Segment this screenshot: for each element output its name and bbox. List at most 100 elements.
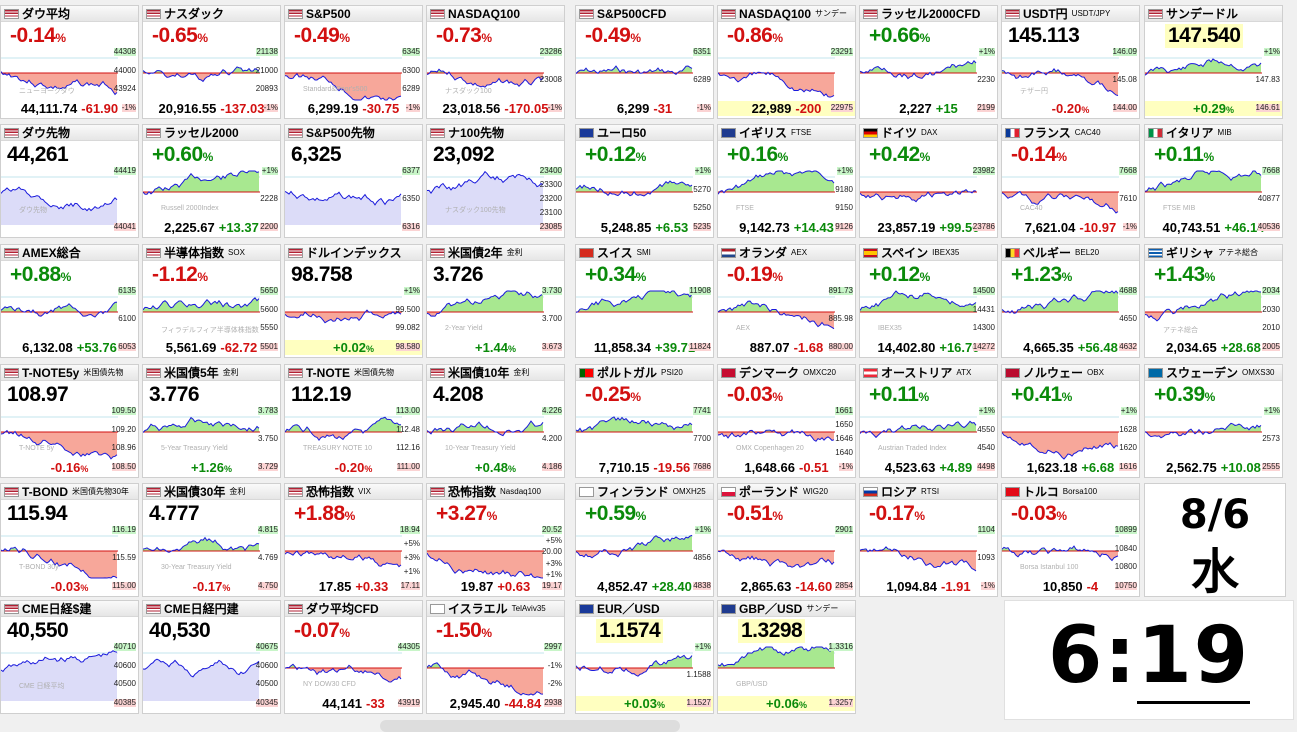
market-tile[interactable]: オランダ AEX -0.19% 887.07 -1.68 891.73 885.98 880.… [717,244,856,358]
price-chart [427,535,544,579]
tile-change-pct: -0.65% [152,24,208,48]
flag-icon [4,247,19,258]
market-tile[interactable]: USDT円 USDT/JPY 145.113 -0.20% 146.09 145.08 14… [1001,5,1140,119]
tile-title: 恐怖指数 [306,485,355,499]
scroll-bar[interactable] [380,720,680,732]
tile-header: AMEX総合 [1,245,138,261]
market-tile[interactable]: NASDAQ100 -0.73% 23,018.56 -170.05 23286 2300… [426,5,565,119]
market-tile[interactable]: ポルトガル PSI20 -0.25% 7,710.15 -19.56 7741 7700 76… [575,364,714,478]
market-tile[interactable]: 米国債5年 金利 3.776 +1.26% 3.783 3.750 3.729 5-Year … [142,364,281,478]
price-chart [1002,176,1119,214]
tile-subtitle: 金利 [222,368,239,377]
market-tile[interactable]: ドルインデックス 98.758 +0.02% +1% 99.500 99.082 98.58… [284,244,423,358]
price-chart [285,416,402,441]
market-tile[interactable]: NASDAQ100 サンデー -0.86% 22,989 -200 23291 22975 [717,5,856,119]
price-chart [1002,290,1119,314]
market-tile[interactable]: イスラエル TelAviv35 -1.50% 2,945.40 -44.84 2997 -1… [426,600,565,714]
tile-footer: 17.85 +0.33 [285,579,422,594]
axis-label: +3% [403,553,420,562]
pct-value: -0.49 [294,24,340,47]
axis-label: 115.00 [112,581,136,590]
tile-price: 7,621.04 [1024,220,1076,235]
pct-sign: % [630,390,641,404]
pct-value: +0.59 [585,502,636,525]
tile-title: T-NOTE5y [22,365,80,380]
tile-price: 4,852.47 [597,579,648,594]
axis-label: 2199 [977,103,995,112]
price-chart [1145,57,1262,76]
axis-label: 880.00 [828,342,853,351]
market-tile[interactable]: ギリシャ アテネ総合 +1.43% 2,034.65 +28.68 2034 2030 201… [1144,244,1283,358]
market-tile[interactable]: S&P500CFD -0.49% 6,299 -31 6351 6289 -1% [575,5,714,119]
market-tile[interactable]: ベルギー BEL20 +1.23% 4,665.35 +56.48 4688 4650 463… [1001,244,1140,358]
market-tile[interactable]: イタリア MIB +0.11% 40,743.51 +46.14 7668 40877 405… [1144,124,1283,238]
market-tile[interactable]: ラッセル2000CFD +0.66% 2,227 +15 +1% 2230 2199 [859,5,998,119]
market-tile[interactable]: ダウ平均 -0.14% 44,111.74 -61.90 44308 44000 43924… [0,5,139,119]
market-tile[interactable]: 恐怖指数 Nasdaq100 +3.27% 19.87 +0.63 20.52 +5% 20.… [426,483,565,597]
tile-change-pct: +0.60% [152,143,213,167]
pct-sign: % [344,509,356,523]
axis-label: +1% [694,642,711,651]
tile-change: -31 [653,101,673,116]
market-tile[interactable]: 恐怖指数 VIX +1.88% 17.85 +0.33 18.94 +5% +3% +1% 17.… [284,483,423,597]
market-tile[interactable]: AMEX総合 +0.88% 6,132.08 +53.76 6135 6100 6053 [0,244,139,358]
chart-watermark: IBEX35 [878,325,902,332]
market-tile[interactable]: GBP／USD サンデー 1.3298 +0.06% 1.3316 1.3257 GBP/U… [717,600,856,714]
pct-value: +0.41 [1011,383,1062,406]
market-tile[interactable]: ノルウェー OBX +0.41% 1,623.18 +6.68 +1% 1628 1620 16… [1001,364,1140,478]
market-tile[interactable]: EUR／USD 1.1574 +0.03% +1% 1.1588 1.1527 [575,600,714,714]
market-tile[interactable]: スイス SMI +0.34% 11,858.34 +39.71 11908 11824 [575,244,714,358]
axis-label: 5235 [693,222,711,231]
market-tile[interactable]: S&P500 -0.49% 6,299.19 -30.75 6345 6300 6289 -1… [284,5,423,119]
tile-change-pct: +0.03 [624,696,657,711]
axis-label: 4.200 [541,434,562,443]
market-tile[interactable]: ラッセル2000 +0.60% 2,225.67 +13.37 +1% 2228 2200 R… [142,124,281,238]
market-tile[interactable]: ドイツ DAX +0.42% 23,857.19 +99.50 23982 23786 [859,124,998,238]
market-tile[interactable]: デンマーク OMXC20 -0.03% 1,648.66 -0.51 1661 1650 16… [717,364,856,478]
market-tile[interactable]: 米国債30年 金利 4.777 -0.17% 4.815 4.769 4.750 30-Yea… [142,483,281,597]
market-tile[interactable]: ユーロ50 +0.12% 5,248.85 +6.53 +1% 5270 5250 5235 [575,124,714,238]
market-tile[interactable]: ダウ先物 44,261 44419 44041 ダウ先物 [0,124,139,238]
market-tile[interactable]: トルコ Borsa100 -0.03% 10,850 -4 10899 10840 10800… [1001,483,1140,597]
tile-footer: 19.87 +0.63 [427,579,564,594]
tile-price: 3.776 [149,383,200,406]
pct-sign: % [918,390,929,404]
market-tile[interactable]: T-NOTE5y 米国債先物 108.97 -0.16% 109.50 109.20 108… [0,364,139,478]
market-tile[interactable]: ナ100先物 23,092 23400 23300 23200 23100 23085 ナスダ… [426,124,565,238]
market-tile[interactable]: ダウ平均CFD -0.07% 44,141 -33 44305 43919 NY DOW30… [284,600,423,714]
market-tile[interactable]: 米国債2年 金利 3.726 +1.44% 3.730 3.700 3.673 2-Year … [426,244,565,358]
flag-icon [4,8,19,19]
market-tile[interactable]: ポーランド WIG20 -0.51% 2,865.63 -14.60 2901 2854 [717,483,856,597]
axis-label: 20.52 [541,525,562,534]
tile-header: ダウ先物 [1,125,138,141]
market-tile[interactable]: 米国債10年 金利 4.208 +0.48% 4.226 4.200 4.186 10-Yea… [426,364,565,478]
market-tile[interactable]: ナスダック -0.65% 20,916.55 -137.03 21138 21000 208… [142,5,281,119]
market-tile[interactable]: T-BOND 米国債先物30年 115.94 -0.03% 116.19 115.59 11… [0,483,139,597]
tile-subtitle: USDT/JPY [1071,9,1111,18]
axis-label: 40675 [255,642,278,651]
market-tile[interactable]: イギリス FTSE +0.16% 9,142.73 +14.43 +1% 9180 9150 9… [717,124,856,238]
market-tile[interactable]: スペイン IBEX35 +0.12% 14,402.80 +16.70 14500 1443… [859,244,998,358]
market-tile[interactable]: CME日経円建 40,530 40675 40600 40500 40345 [142,600,281,714]
axis-label: 40877 [1257,194,1280,203]
market-tile[interactable]: ロシア RTSI -0.17% 1,094.84 -1.91 1104 1093 -1% [859,483,998,597]
axis-label: -1% [263,103,278,112]
tile-header: デンマーク OMXC20 [718,365,855,381]
market-tile[interactable]: S&P500先物 6,325 6377 6350 6316 [284,124,423,238]
tile-footer: 4,523.63 +4.89 [860,460,997,475]
market-tile[interactable]: T-NOTE 米国債先物 112.19 -0.20% 113.00 112.48 112.1… [284,364,423,478]
price-chart [1,176,118,225]
market-tile[interactable]: 半導体指数 SOX -1.12% 5,561.69 -62.72 5650 5600 5550… [142,244,281,358]
market-tile[interactable]: フィンランド OMXH25 +0.59% 4,852.47 +28.40 +1% 4856 4… [575,483,714,597]
tile-title: ポーランド [739,485,800,499]
tile-price: 40,743.51 [1162,220,1221,235]
market-tile[interactable]: サンデードル 147.540 +0.29% +1% 147.83 146.61 [1144,5,1283,119]
market-tile[interactable]: フランス CAC40 -0.14% 7,621.04 -10.97 7668 7610 -1%… [1001,124,1140,238]
market-tile[interactable]: オーストリア ATX +0.11% 4,523.63 +4.89 +1% 4550 4540 4… [859,364,998,478]
tile-price: 112.19 [291,383,352,406]
pct-sign: % [481,31,492,45]
pct-sign: % [798,700,807,710]
market-tile[interactable]: CME日経$建 40,550 40710 40600 40500 40385 CME 日経平… [0,600,139,714]
market-tile[interactable]: スウェーデン OMXS30 +0.39% 2,562.75 +10.08 +1% 2573 2… [1144,364,1283,478]
axis-label: 4498 [977,462,995,471]
